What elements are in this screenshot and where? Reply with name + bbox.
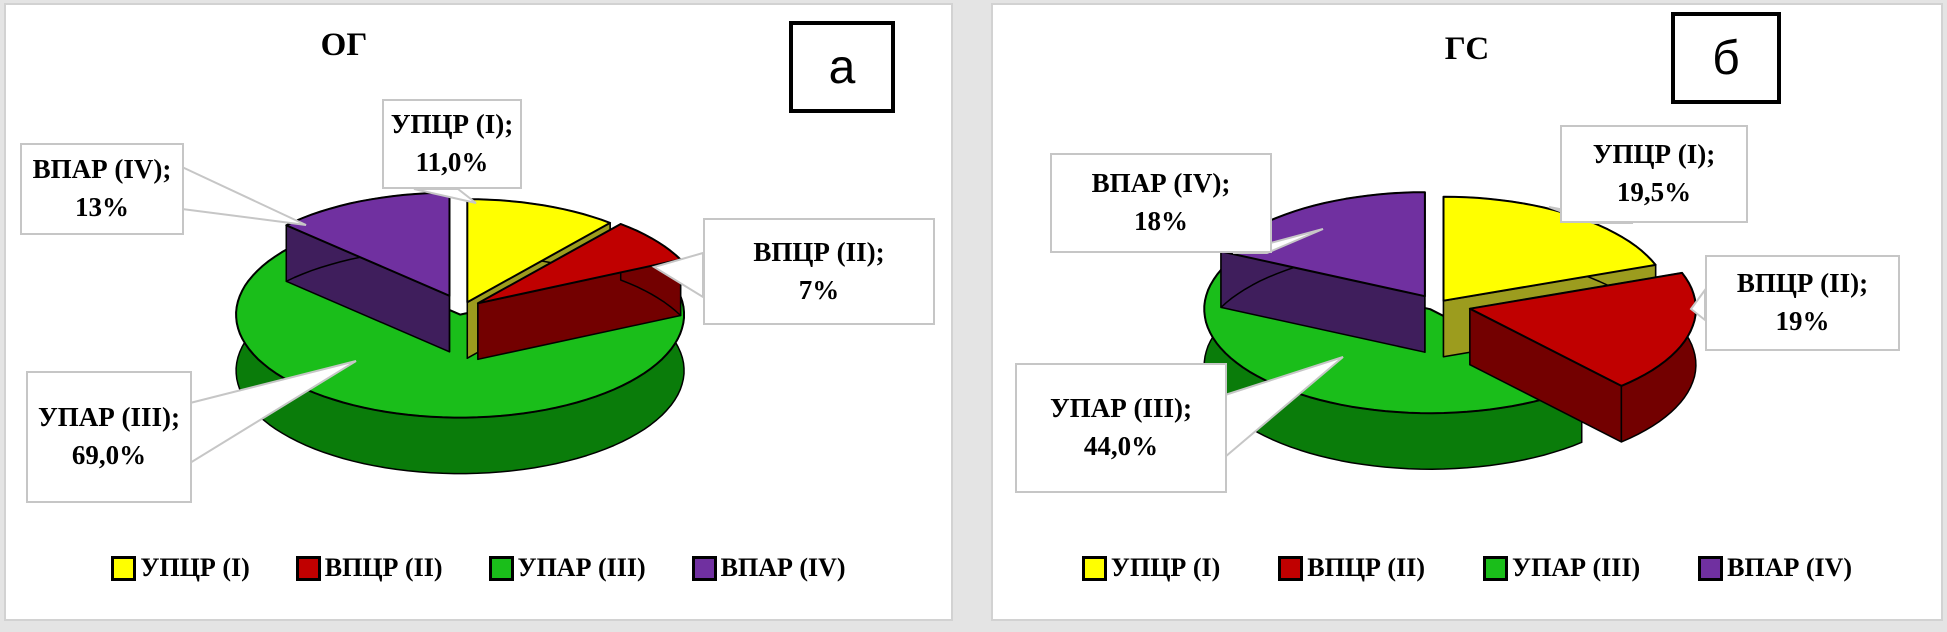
callout-value: 69,0% xyxy=(71,440,147,470)
callout-value: 11,0% xyxy=(415,147,489,177)
pie-chart-gs xyxy=(1203,191,1706,470)
legend-item: ВПАР (IV) xyxy=(691,553,846,583)
legend-label: ВПЦР (II) xyxy=(1307,553,1425,582)
legend-item: УПЦР (I) xyxy=(111,553,250,583)
callout-label: УПЦР (I); xyxy=(1592,139,1716,170)
callout-label: УПЦР (I); xyxy=(390,109,514,140)
callout-vpcr-ii: ВПЦР (II); 7% xyxy=(703,218,935,325)
legend-label: УПЦР (I) xyxy=(1110,553,1221,582)
legend-item: УПЦР (I) xyxy=(1081,553,1221,583)
legend-swatch-purple xyxy=(1698,555,1724,581)
callout-upar-iii: УПАР (III); 44,0% xyxy=(1015,363,1227,493)
callout-leader-line xyxy=(413,188,477,204)
callout-value: 7% xyxy=(798,274,840,305)
callout-label: ВПЦР (II); xyxy=(753,236,885,267)
pie-slice-ВПАР (IV) xyxy=(285,191,451,353)
legend-item: УПАР (III) xyxy=(488,553,646,583)
legend: УПЦР (I) ВПЦР (II) УПАР (III) ВПАР (IV) xyxy=(6,553,951,583)
legend-label: ВПЦР (II) xyxy=(324,553,443,582)
legend: УПЦР (I) ВПЦР (II) УПАР (III) ВПАР (IV) xyxy=(993,553,1941,583)
legend-item: ВПЦР (II) xyxy=(1278,553,1425,583)
chart-panel-gs: ГС б УПЦР (I); 19,5% ВПЦР (II); 19% УПАР… xyxy=(991,3,1943,621)
legend-label: ВПАР (IV) xyxy=(720,553,846,582)
callout-leader-line xyxy=(181,165,307,226)
legend-swatch-purple xyxy=(691,555,717,581)
legend-label: УПАР (III) xyxy=(517,553,646,582)
callout-upar-iii: УПАР (III); 69,0% xyxy=(26,371,192,503)
callout-upcr-i: УПЦР (I); 19,5% xyxy=(1560,125,1748,223)
callout-value: 18% xyxy=(1134,206,1188,236)
callout-label: ВПЦР (II); xyxy=(1736,268,1869,299)
legend-swatch-yellow xyxy=(111,555,137,581)
panel-tag-box: б xyxy=(1671,12,1781,104)
pie-chart-og xyxy=(181,165,704,475)
panel-tag-box: а xyxy=(789,21,895,113)
panel-tag-letter: а xyxy=(828,40,856,94)
callout-value: 19% xyxy=(1775,306,1830,336)
callout-label: ВПАР (IV); xyxy=(32,154,172,185)
callout-value: 13% xyxy=(75,192,129,222)
pie-slice-ВПЦР (II) xyxy=(476,223,682,361)
legend-label: УПАР (III) xyxy=(1512,553,1641,582)
legend-item: УПАР (III) xyxy=(1483,553,1640,583)
legend-item: ВПАР (IV) xyxy=(1698,553,1852,583)
chart-title: ГС xyxy=(1444,31,1490,67)
chart-title: ОГ xyxy=(320,27,368,63)
legend-swatch-green xyxy=(488,555,514,581)
panel-tag-letter: б xyxy=(1712,31,1740,85)
legend-swatch-red xyxy=(295,555,321,581)
callout-label: УПАР (III); xyxy=(1049,393,1193,424)
legend-label: УПЦР (I) xyxy=(140,553,250,582)
callout-label: УПАР (III); xyxy=(37,402,181,433)
callout-value: 19,5% xyxy=(1616,177,1692,207)
callout-label: ВПАР (IV); xyxy=(1091,168,1231,199)
callout-vpar-iv: ВПАР (IV); 13% xyxy=(20,143,184,235)
legend-swatch-green xyxy=(1483,555,1508,581)
pie-slice-ВПЦР (II) xyxy=(1468,271,1697,443)
legend-swatch-yellow xyxy=(1081,555,1107,581)
legend-label: ВПАР (IV) xyxy=(1727,553,1853,582)
legend-swatch-red xyxy=(1278,555,1304,581)
callout-upcr-i: УПЦР (I); 11,0% xyxy=(382,99,522,189)
chart-panel-og: ОГ а УПЦР (I); 11,0% ВПЦР (II); 7% УПАР … xyxy=(4,3,953,621)
callout-vpcr-ii: ВПЦР (II); 19% xyxy=(1705,255,1900,351)
callout-vpar-iv: ВПАР (IV); 18% xyxy=(1050,153,1272,253)
legend-item: ВПЦР (II) xyxy=(295,553,443,583)
callout-value: 44,0% xyxy=(1083,431,1159,461)
